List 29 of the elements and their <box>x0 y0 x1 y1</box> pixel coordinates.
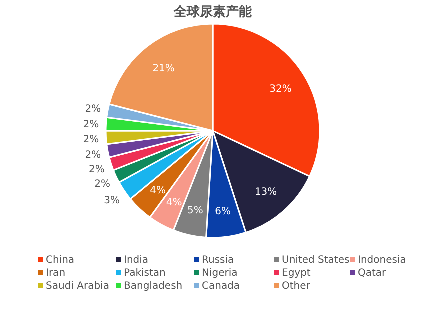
legend-label: China <box>46 255 75 266</box>
legend-label: Pakistan <box>124 268 166 279</box>
data-label: 13% <box>254 187 278 198</box>
legend-label: Indonesia <box>358 255 406 266</box>
legend-label: India <box>124 255 149 266</box>
data-label: 6% <box>215 206 231 218</box>
data-label: 2% <box>94 178 111 190</box>
chart-title: 全球尿素产能 <box>173 4 253 20</box>
data-label: 2% <box>85 150 102 161</box>
legend-label: Egypt <box>282 268 311 279</box>
data-label: 3% <box>104 196 120 207</box>
data-label: 21% <box>152 64 175 75</box>
data-label: 4% <box>150 186 166 196</box>
legend-label: Iran <box>46 268 66 279</box>
legend-label: Saudi Arabia <box>46 281 110 292</box>
data-label: 5% <box>188 205 204 216</box>
data-label: 2% <box>85 104 102 116</box>
data-label: 4% <box>166 197 182 208</box>
data-label: 2% <box>83 134 100 146</box>
data-label: 2% <box>83 119 100 130</box>
legend-label: United States <box>282 255 350 266</box>
data-label: 32% <box>270 84 292 95</box>
legend-label: Russia <box>202 255 234 266</box>
data-label: 2% <box>89 164 105 176</box>
legend-label: Canada <box>202 281 240 292</box>
legend-label: Nigeria <box>202 268 238 279</box>
legend-label: Qatar <box>358 268 388 279</box>
legend-label: Other <box>282 281 312 292</box>
legend-label: Bangladesh <box>124 281 183 292</box>
